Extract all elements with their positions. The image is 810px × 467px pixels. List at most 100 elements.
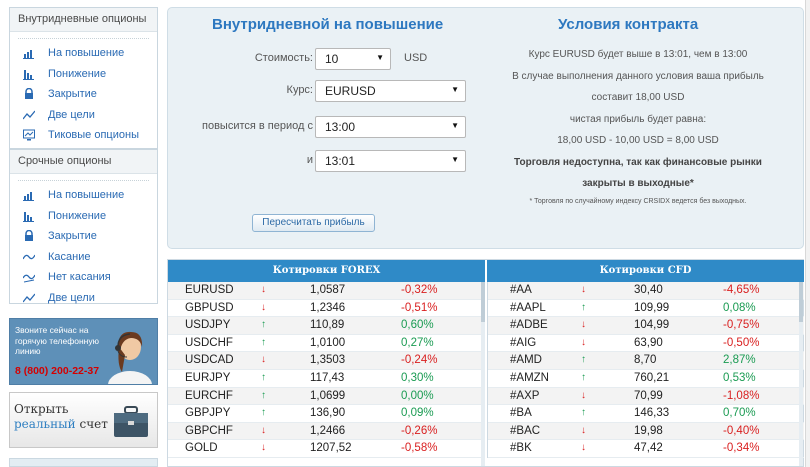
quote-change: -0,50%: [723, 336, 760, 349]
arrow-up-icon: ↑: [261, 336, 266, 348]
quote-row[interactable]: #ADBE ↓ 104,99 -0,75%: [488, 317, 804, 335]
scrollbar-thumb[interactable]: [481, 282, 485, 322]
sidebar-item-label: Понижение: [48, 209, 107, 222]
arrow-up-icon: ↑: [261, 407, 266, 419]
quote-symbol: GBPCHF: [185, 424, 233, 437]
sidebar-item-intraday-up[interactable]: На повышение: [10, 43, 157, 64]
quote-change: -0,58%: [401, 442, 438, 455]
quote-row[interactable]: #AMZN ↑ 760,21 0,53%: [488, 370, 804, 388]
dropdown-arrow-icon: ▼: [451, 155, 459, 164]
quote-row[interactable]: #AIG ↓ 63,90 -0,50%: [488, 335, 804, 353]
quote-value: 1,0587: [310, 284, 346, 296]
quote-row[interactable]: #BK ↓ 47,42 -0,34%: [488, 440, 804, 458]
quote-symbol: #AA: [510, 284, 532, 296]
chart-down-icon: [23, 69, 34, 80]
quote-symbol: GBPUSD: [185, 301, 234, 314]
sidebar-item-label: Закрытие: [48, 230, 97, 243]
quote-value: 8,70: [634, 354, 657, 367]
quote-change: 0,60%: [401, 319, 434, 332]
arrow-down-icon: ↓: [261, 442, 266, 454]
quote-row[interactable]: USDJPY ↑ 110,89 0,60%: [168, 317, 485, 335]
sidebar: Внутридневные опционы На повышение Пониж…: [9, 7, 158, 304]
sidebar-item-intraday-close[interactable]: Закрытие: [10, 84, 157, 105]
quote-row[interactable]: #AXP ↓ 70,99 -1,08%: [488, 387, 804, 406]
quote-value: 1,3503: [310, 354, 346, 367]
quote-row[interactable]: GBPCHF ↓ 1,2466 -0,26%: [168, 422, 485, 441]
period-from-select[interactable]: 13:00 ▼: [315, 116, 466, 138]
quote-value: 70,99: [634, 389, 663, 402]
touch-wave-icon: [23, 254, 35, 260]
stake-row: Стоимость: 10 ▼ USD: [168, 48, 468, 70]
quote-value: 63,90: [634, 336, 663, 349]
period-to-row: и 13:01 ▼: [168, 150, 468, 172]
quote-symbol: #AIG: [510, 336, 537, 349]
dropdown-arrow-icon: ▼: [376, 53, 384, 62]
scrollbar-thumb[interactable]: [799, 282, 803, 322]
intraday-options-heading: Внутридневные опционы: [10, 8, 157, 32]
hotline-banner[interactable]: Звоните сейчас на горячую телефонную лин…: [9, 318, 158, 385]
quote-value: 136,90: [310, 407, 346, 420]
quote-row[interactable]: #AA ↓ 30,40 -4,65%: [488, 282, 804, 300]
quote-row[interactable]: USDCAD ↓ 1,3503 -0,24%: [168, 352, 485, 370]
quote-row[interactable]: EURUSD ↓ 1,0587 -0,32%: [168, 282, 485, 300]
arrow-down-icon: ↓: [261, 301, 266, 313]
asset-select[interactable]: EURUSD ▼: [315, 80, 466, 102]
cfd-scrollbar[interactable]: [799, 282, 803, 466]
quote-symbol: #AMZN: [510, 371, 549, 384]
forex-scrollbar[interactable]: [481, 282, 485, 466]
arrow-down-icon: ↓: [261, 284, 266, 295]
sidebar-item-intraday-two-targets[interactable]: Две цели: [10, 105, 157, 126]
line-chart-icon: [23, 110, 35, 120]
sidebar-item-term-up[interactable]: На повышение: [10, 185, 157, 206]
condition-line: 18,00 USD - 10,00 USD = 8,00 USD: [557, 135, 719, 146]
quote-symbol: #ADBE: [510, 319, 548, 332]
condition-line: В случае выполнения данного условия ваша…: [512, 70, 764, 82]
conditions-title: Условия контракта: [558, 16, 699, 33]
arrow-up-icon: ↑: [581, 301, 586, 313]
quote-row[interactable]: #BAC ↓ 19,98 -0,40%: [488, 422, 804, 441]
sidebar-item-label: Закрытие: [48, 88, 97, 101]
more-banner: [9, 458, 158, 467]
asset-row: Курс: EURUSD ▼: [168, 80, 468, 102]
account-word: счет: [79, 417, 108, 431]
quote-row[interactable]: USDCHF ↑ 1,0100 0,27%: [168, 335, 485, 353]
recalculate-profit-button[interactable]: Пересчитать прибыль: [252, 214, 375, 232]
forex-quotes-list: EURUSD ↓ 1,0587 -0,32% GBPUSD ↓ 1,2346 -0,51% US…: [168, 282, 485, 458]
chart-up-icon: [23, 50, 34, 60]
quote-row[interactable]: GBPUSD ↓ 1,2346 -0,51%: [168, 300, 485, 318]
quote-change: -4,65%: [723, 284, 760, 296]
quote-value: 1,0699: [310, 389, 346, 402]
quote-row[interactable]: GBPJPY ↑ 136,90 0,09%: [168, 405, 485, 423]
sidebar-item-label: На повышение: [48, 47, 125, 60]
quote-symbol: USDCAD: [185, 354, 234, 367]
sidebar-item-label: Тиковые опционы: [48, 129, 139, 142]
arrow-up-icon: ↑: [261, 389, 266, 401]
quote-row[interactable]: #AMD ↑ 8,70 2,87%: [488, 352, 804, 370]
and-label: и: [306, 154, 313, 166]
quote-row[interactable]: EURJPY ↑ 117,43 0,30%: [168, 370, 485, 388]
quote-change: -0,26%: [401, 424, 438, 437]
sidebar-item-intraday-down[interactable]: Понижение: [10, 64, 157, 85]
open-account-banner[interactable]: Открыть реальный счет: [9, 392, 158, 448]
sidebar-item-tick-options[interactable]: Тиковые опционы: [10, 125, 157, 146]
sidebar-item-term-close[interactable]: Закрытие: [10, 226, 157, 247]
sidebar-item-term-down[interactable]: Понижение: [10, 206, 157, 227]
chart-down-icon: [23, 211, 34, 222]
quote-value: 109,99: [634, 301, 670, 314]
condition-line: составит 18,00 USD: [591, 92, 685, 103]
quote-row[interactable]: EURCHF ↑ 1,0699 0,00%: [168, 387, 485, 406]
sidebar-item-touch[interactable]: Касание: [10, 247, 157, 268]
arrow-down-icon: ↓: [581, 424, 586, 436]
sidebar-item-no-touch[interactable]: Нет касания: [10, 267, 157, 288]
stake-select[interactable]: 10 ▼: [315, 48, 391, 70]
quote-value: 1207,52: [310, 442, 352, 455]
quote-row[interactable]: #BA ↑ 146,33 0,70%: [488, 405, 804, 423]
quote-change: -0,51%: [401, 301, 438, 314]
period-from-row: повысится в период с 13:00 ▼: [168, 116, 468, 138]
sidebar-item-term-two-targets[interactable]: Две цели: [10, 288, 157, 309]
quote-row[interactable]: #AAPL ↑ 109,99 0,08%: [488, 300, 804, 318]
quote-row[interactable]: GOLD ↓ 1207,52 -0,58%: [168, 440, 485, 458]
footnote: * Торговля по случайному индексу CRSIDX …: [529, 197, 747, 205]
quote-value: 30,40: [634, 284, 663, 296]
period-to-select[interactable]: 13:01 ▼: [315, 150, 466, 172]
